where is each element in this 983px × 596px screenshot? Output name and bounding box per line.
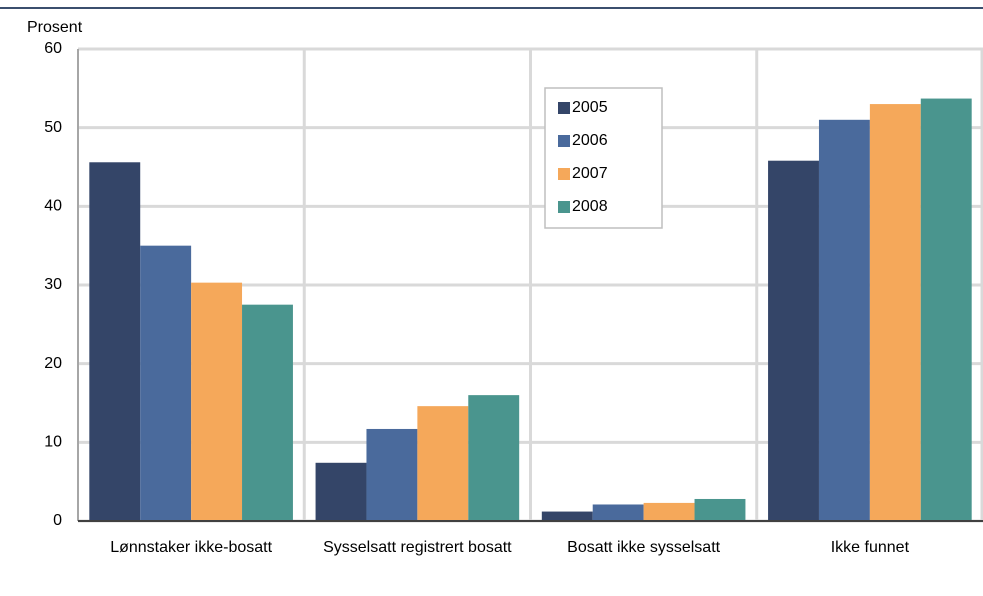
legend-swatch	[558, 201, 570, 213]
y-tick-label: 0	[53, 512, 62, 529]
y-tick-label: 10	[44, 434, 62, 451]
bar	[417, 406, 469, 521]
y-tick-label: 50	[44, 119, 62, 136]
legend-swatch	[558, 168, 570, 180]
y-tick-label: 30	[44, 276, 62, 293]
y-tick-label: 20	[44, 355, 62, 372]
legend-swatch	[558, 135, 570, 147]
x-tick-label: Sysselsatt registrert bosatt	[323, 539, 512, 556]
bar	[89, 162, 141, 521]
bar	[869, 104, 921, 522]
legend-swatch	[558, 102, 570, 114]
bar	[140, 245, 192, 521]
bar	[366, 428, 418, 521]
y-tick-label: 60	[44, 40, 62, 57]
y-tick-label: 40	[44, 198, 62, 215]
bar	[694, 498, 746, 521]
bar	[541, 511, 593, 521]
x-tick-label: Ikke funnet	[830, 539, 910, 556]
bar	[592, 504, 644, 521]
x-tick-label: Lønnstaker ikke-bosatt	[110, 539, 273, 556]
bar	[643, 502, 695, 521]
bar	[315, 462, 367, 521]
bar	[468, 395, 520, 521]
legend-label: 2005	[572, 99, 608, 116]
bar	[768, 160, 819, 521]
legend-label: 2006	[572, 132, 608, 149]
bar	[242, 304, 293, 521]
legend-label: 2007	[572, 165, 608, 182]
bar	[191, 282, 243, 521]
x-tick-label: Bosatt ikke sysselsatt	[567, 539, 721, 556]
legend-label: 2008	[572, 198, 608, 215]
y-axis-label: Prosent	[27, 19, 83, 36]
bar	[818, 119, 870, 522]
bar	[920, 98, 972, 521]
